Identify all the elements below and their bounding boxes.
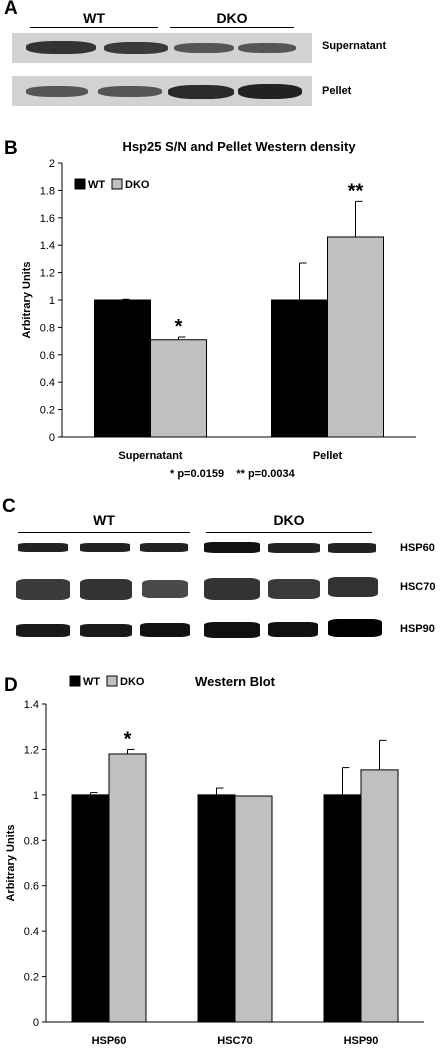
blot-band [168,85,234,99]
x-tick-label: Pellet [313,450,343,462]
significance-marker: ** [348,180,364,202]
legend-swatch [111,178,123,190]
blot-label-hsc70: HSC70 [400,581,436,593]
y-tick-label: 1 [49,295,55,307]
y-tick-label: 1 [33,790,39,802]
blot-band [18,543,68,552]
panel-a-letter: A [4,0,18,19]
significance-marker: * [124,728,132,750]
blot-band [142,580,188,598]
bar [197,794,236,1023]
bar [108,753,147,1023]
blot-band [140,623,190,637]
y-tick-label: 1.4 [40,240,55,252]
y-axis-label: Arbitrary Units [5,824,17,901]
panel-c-wt-label: WT [93,512,115,528]
legend-label: WT [83,676,100,688]
significance-marker: * [175,316,183,338]
y-tick-label: 2 [49,158,55,170]
blot-band [80,579,132,600]
blot-band [80,543,130,552]
blot-band [238,43,296,53]
bar [323,794,362,1023]
legend-swatch [74,178,86,190]
blot-strip-supernatant [12,33,312,63]
bar [327,236,384,438]
panel-c-dko-line [206,532,372,533]
x-tick-label: HSP90 [344,1035,379,1047]
legend-label: DKO [120,676,145,688]
blot-band [268,579,320,599]
y-tick-label: 1.2 [24,744,39,756]
blot-band [268,622,318,637]
y-tick-label: 0.4 [40,377,55,389]
panel-letter: D [4,675,18,696]
blot-band [204,542,260,553]
blot-label-hsp60: HSP60 [400,542,435,554]
y-tick-label: 0.6 [24,881,39,893]
y-tick-label: 1.6 [40,213,55,225]
y-tick-label: 0.8 [24,835,39,847]
bar [234,795,273,1023]
y-tick-label: 0 [49,432,55,444]
y-tick-label: 0.2 [40,405,55,417]
blot-strip-pellet [12,76,312,106]
blot-band [16,579,70,600]
y-tick-label: 0.4 [24,926,39,938]
y-tick-label: 0.2 [24,972,39,984]
blot-band [328,619,382,637]
y-tick-label: 0.6 [40,350,55,362]
blot-band [268,543,320,553]
bar [271,299,328,438]
legend-swatch [106,675,118,687]
bar [94,299,151,438]
blot-band [238,84,302,99]
y-tick-label: 0 [33,1017,39,1029]
blot-label-supernatant: Supernatant [322,40,387,52]
legend-label: WT [88,179,105,191]
blot-band [328,543,376,553]
blot-label-pellet: Pellet [322,85,352,97]
x-tick-label: HSC70 [217,1035,252,1047]
x-tick-label: Supernatant [118,450,183,462]
blot-label-hsp90: HSP90 [400,623,435,635]
panel-a-wt-line [30,27,158,28]
x-tick-label: HSP60 [92,1035,127,1047]
bar [150,339,207,438]
chart-title: Western Blot [195,674,276,689]
significance-note: * p=0.0159 ** p=0.0034 [170,468,295,480]
bar [360,769,399,1023]
blot-band [328,577,378,597]
y-tick-label: 0.8 [40,322,55,334]
blot-band [204,622,260,638]
blot-band [26,86,88,97]
blot-band [16,624,70,637]
bar [71,794,110,1023]
panel-c-dko-label: DKO [273,512,305,528]
panel-letter: B [4,138,18,159]
chart-panel-b: B Hsp25 S/N and Pellet Western density 0 0.… [4,138,416,462]
y-tick-label: 1.8 [40,185,55,197]
panel-a-dko-line [170,27,294,28]
panel-c-letter: C [2,496,16,517]
blot-band [140,543,188,552]
chart-panel-d: D Western Blot 0 0.2 0.4 0.6 0.8 1 1.2 1.4 Arbitra… [4,674,424,1047]
legend-swatch [69,675,81,687]
blot-band [98,86,162,97]
y-axis-label: Arbitrary Units [21,261,33,338]
panel-a-wt-label: WT [83,10,105,26]
blot-band [204,578,260,600]
blot-band [26,41,96,54]
panel-c-wt-line [18,532,190,533]
blot-band [104,42,168,54]
y-tick-label: 1.4 [24,699,39,711]
y-tick-label: 1.2 [40,268,55,280]
blot-band [80,624,132,637]
blot-band [174,43,234,53]
chart-title: Hsp25 S/N and Pellet Western density [122,139,356,154]
panel-a-dko-label: DKO [216,10,248,26]
legend-label: DKO [125,179,150,191]
